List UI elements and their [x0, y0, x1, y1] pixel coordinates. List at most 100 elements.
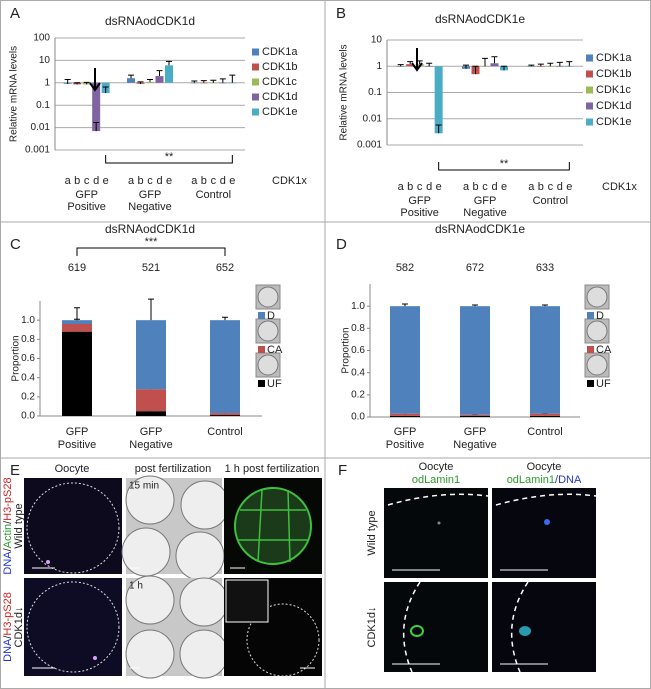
- column-title: Oocyte: [419, 461, 454, 473]
- x-axis-label: CDK1x: [602, 181, 637, 193]
- x-tick-label: b: [407, 181, 413, 193]
- stain-part: H3-pS28: [2, 477, 14, 520]
- x-tick-label: b: [538, 181, 544, 193]
- count-label: 672: [466, 262, 484, 274]
- y-tick-label: 0.01: [363, 113, 383, 124]
- nucleus: [410, 625, 424, 637]
- y-tick-label: 0.1: [36, 100, 50, 111]
- micrograph: [384, 582, 488, 672]
- x-group-label: GFP: [408, 195, 431, 207]
- error-bar: [397, 64, 404, 67]
- legend-swatch: [252, 63, 259, 71]
- nucleus: [544, 519, 550, 525]
- bar-segment: [210, 320, 240, 414]
- x-tick-label: a: [191, 175, 198, 187]
- micrograph: [492, 488, 596, 578]
- panel-label: B: [336, 5, 346, 22]
- error-bar: [435, 124, 442, 134]
- legend-swatch: [586, 54, 593, 62]
- stain-label: DNA/Actin/H3-pS28: [2, 477, 14, 574]
- column-title: post fertilization: [135, 463, 211, 475]
- error-bar: [463, 64, 469, 69]
- error-bar: [166, 60, 172, 66]
- legend-label: CDK1b: [596, 68, 631, 80]
- x-tick-label: GFP: [394, 426, 417, 438]
- error-bar: [556, 61, 563, 67]
- x-group-label: Control: [196, 189, 231, 201]
- stain-part: /DNA: [555, 474, 582, 486]
- y-tick-label: 0.8: [351, 323, 365, 334]
- legend-swatch: [587, 346, 594, 353]
- oocyte-outlines: [387, 493, 597, 673]
- legend-swatch: [587, 380, 594, 387]
- y-tick-label: 0.01: [31, 122, 51, 133]
- x-tick-label: a: [463, 181, 470, 193]
- legend-label: CDK1c: [596, 84, 631, 96]
- error-bar: [148, 298, 154, 321]
- bar-segment: [460, 306, 490, 415]
- error-bar: [482, 57, 488, 67]
- bar-segment: [530, 306, 560, 414]
- bar: [218, 82, 227, 84]
- x-tick-label: d: [156, 175, 162, 187]
- significance-label: **: [500, 158, 509, 170]
- error-bar: [402, 303, 408, 307]
- legend-label: CDK1d: [262, 91, 297, 103]
- error-bar: [83, 81, 90, 85]
- stain-part: DNA: [2, 551, 14, 575]
- x-tick-label: c: [84, 175, 90, 187]
- x-group-label: Negative: [463, 207, 506, 219]
- y-tick-label: 0.6: [21, 353, 35, 364]
- error-bar: [102, 86, 109, 94]
- panel-label: C: [10, 236, 21, 253]
- legend-swatch: [258, 312, 265, 319]
- bar-segment: [62, 320, 92, 324]
- x-tick-label: Control: [527, 426, 562, 438]
- x-tick-label: a: [128, 175, 135, 187]
- legend-label: CDK1b: [262, 61, 297, 73]
- x-axis-label: CDK1x: [272, 175, 307, 187]
- error-bar: [210, 79, 217, 83]
- oocyte-outline: [246, 603, 320, 677]
- legend-label: CDK1e: [262, 106, 297, 118]
- x-tick-label: d: [93, 175, 99, 187]
- bar: [146, 81, 154, 83]
- legend-swatch: [586, 118, 593, 126]
- x-tick-label: Control: [207, 426, 242, 438]
- bar-segment: [460, 414, 490, 416]
- x-tick-label: Positive: [58, 439, 97, 451]
- bar: [155, 76, 164, 83]
- bar-segment: [390, 306, 420, 414]
- error-bar: [93, 121, 100, 132]
- chart-title: dsRNAodCDK1e: [435, 222, 525, 236]
- error-bar: [147, 79, 153, 82]
- x-group-label: GFP: [75, 189, 98, 201]
- legend-icon-embryo: [586, 354, 608, 376]
- panel-label: F: [338, 462, 347, 479]
- y-axis-label: Relative mRNA levels: [339, 44, 350, 140]
- stain-label: odLamin1/DNA: [507, 474, 582, 486]
- bar-segment: [390, 413, 420, 416]
- bar-segment: [136, 320, 166, 390]
- panel-label: E: [10, 462, 20, 479]
- bar: [127, 78, 135, 83]
- x-tick-label: a: [398, 181, 405, 193]
- error-bar: [229, 74, 236, 83]
- bar-segment: [390, 415, 420, 417]
- y-tick-label: 0.8: [21, 334, 35, 345]
- row-label: CDK1d↓: [366, 607, 378, 648]
- bar: [546, 66, 555, 67]
- time-label: 15 min: [129, 481, 159, 492]
- stain-part: /: [2, 520, 14, 524]
- y-tick-label: 1: [376, 61, 382, 72]
- legend-icon-embryo: [257, 286, 279, 308]
- error-bar: [407, 61, 414, 65]
- bar-segment: [530, 415, 560, 417]
- y-tick-label: 0.6: [351, 345, 365, 356]
- legend-swatch: [252, 93, 259, 101]
- bar-segment: [136, 389, 166, 412]
- stain-part: /: [2, 635, 14, 639]
- x-tick-label: b: [472, 181, 478, 193]
- legend-icon-embryo: [586, 286, 608, 308]
- y-tick-label: 0.0: [21, 411, 35, 422]
